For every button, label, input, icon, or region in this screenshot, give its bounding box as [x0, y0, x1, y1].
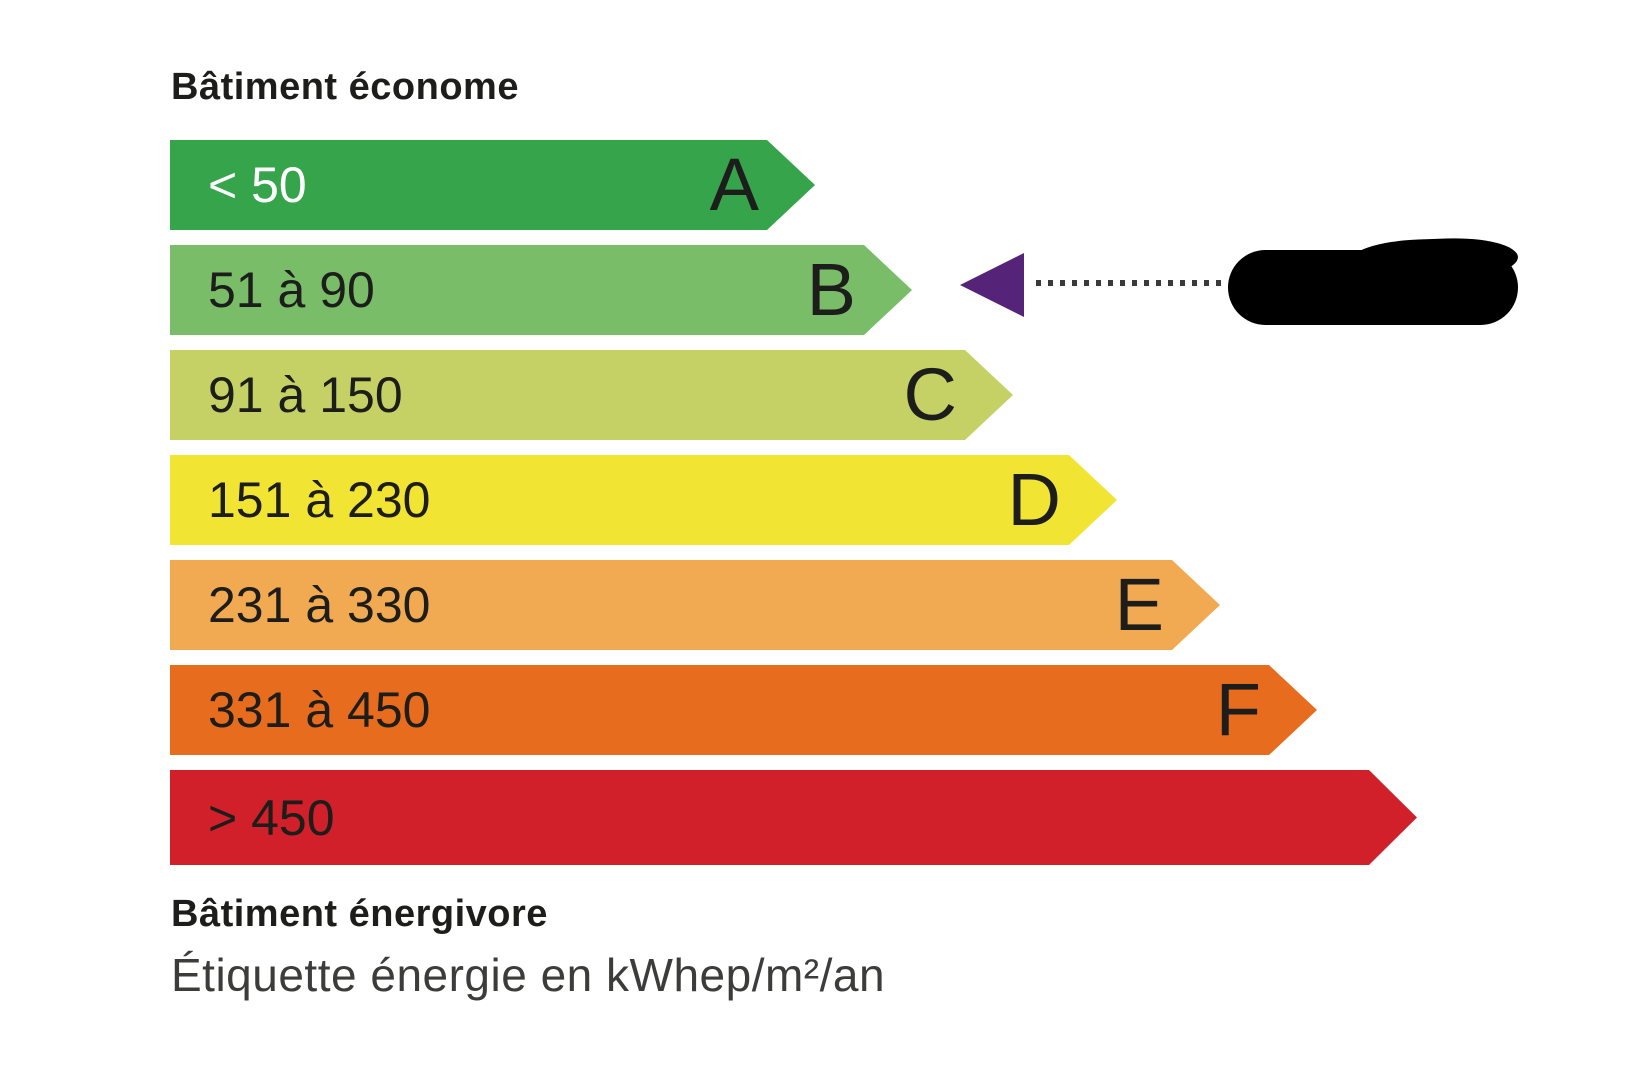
energy-bar-b: 51 à 90 B: [170, 245, 912, 335]
range-label: 91 à 150: [208, 367, 403, 423]
range-label: 151 à 230: [208, 472, 431, 528]
energy-bar-c: 91 à 150 C: [170, 350, 1013, 440]
energy-bar-g: > 450: [170, 770, 1417, 865]
redacted-value-blob: [1228, 250, 1518, 325]
dotted-connector-line: [1036, 280, 1222, 286]
energy-label-caption: Étiquette énergie en kWhep/m²/an: [171, 949, 886, 1001]
class-letter: A: [709, 143, 759, 226]
energy-bar-f: 331 à 450 F: [170, 665, 1317, 755]
class-letter: E: [1114, 563, 1164, 646]
range-label: 51 à 90: [208, 262, 375, 318]
arrow-left-icon: [960, 253, 1024, 317]
economical-building-label: Bâtiment économe: [171, 66, 519, 108]
range-label: > 450: [208, 789, 335, 846]
class-letter: C: [903, 353, 957, 436]
range-label: < 50: [208, 157, 307, 213]
energy-bar-d: 151 à 230 D: [170, 455, 1117, 545]
energy-bar-e: 231 à 330 E: [170, 560, 1220, 650]
class-letter: D: [1007, 458, 1061, 541]
class-letter: B: [806, 248, 856, 331]
energy-intensive-building-label: Bâtiment énergivore: [171, 893, 548, 935]
range-label: 231 à 330: [208, 577, 431, 633]
energy-bar-a: < 50 A: [170, 140, 815, 230]
range-label: 331 à 450: [208, 682, 431, 738]
class-letter: F: [1215, 668, 1261, 751]
